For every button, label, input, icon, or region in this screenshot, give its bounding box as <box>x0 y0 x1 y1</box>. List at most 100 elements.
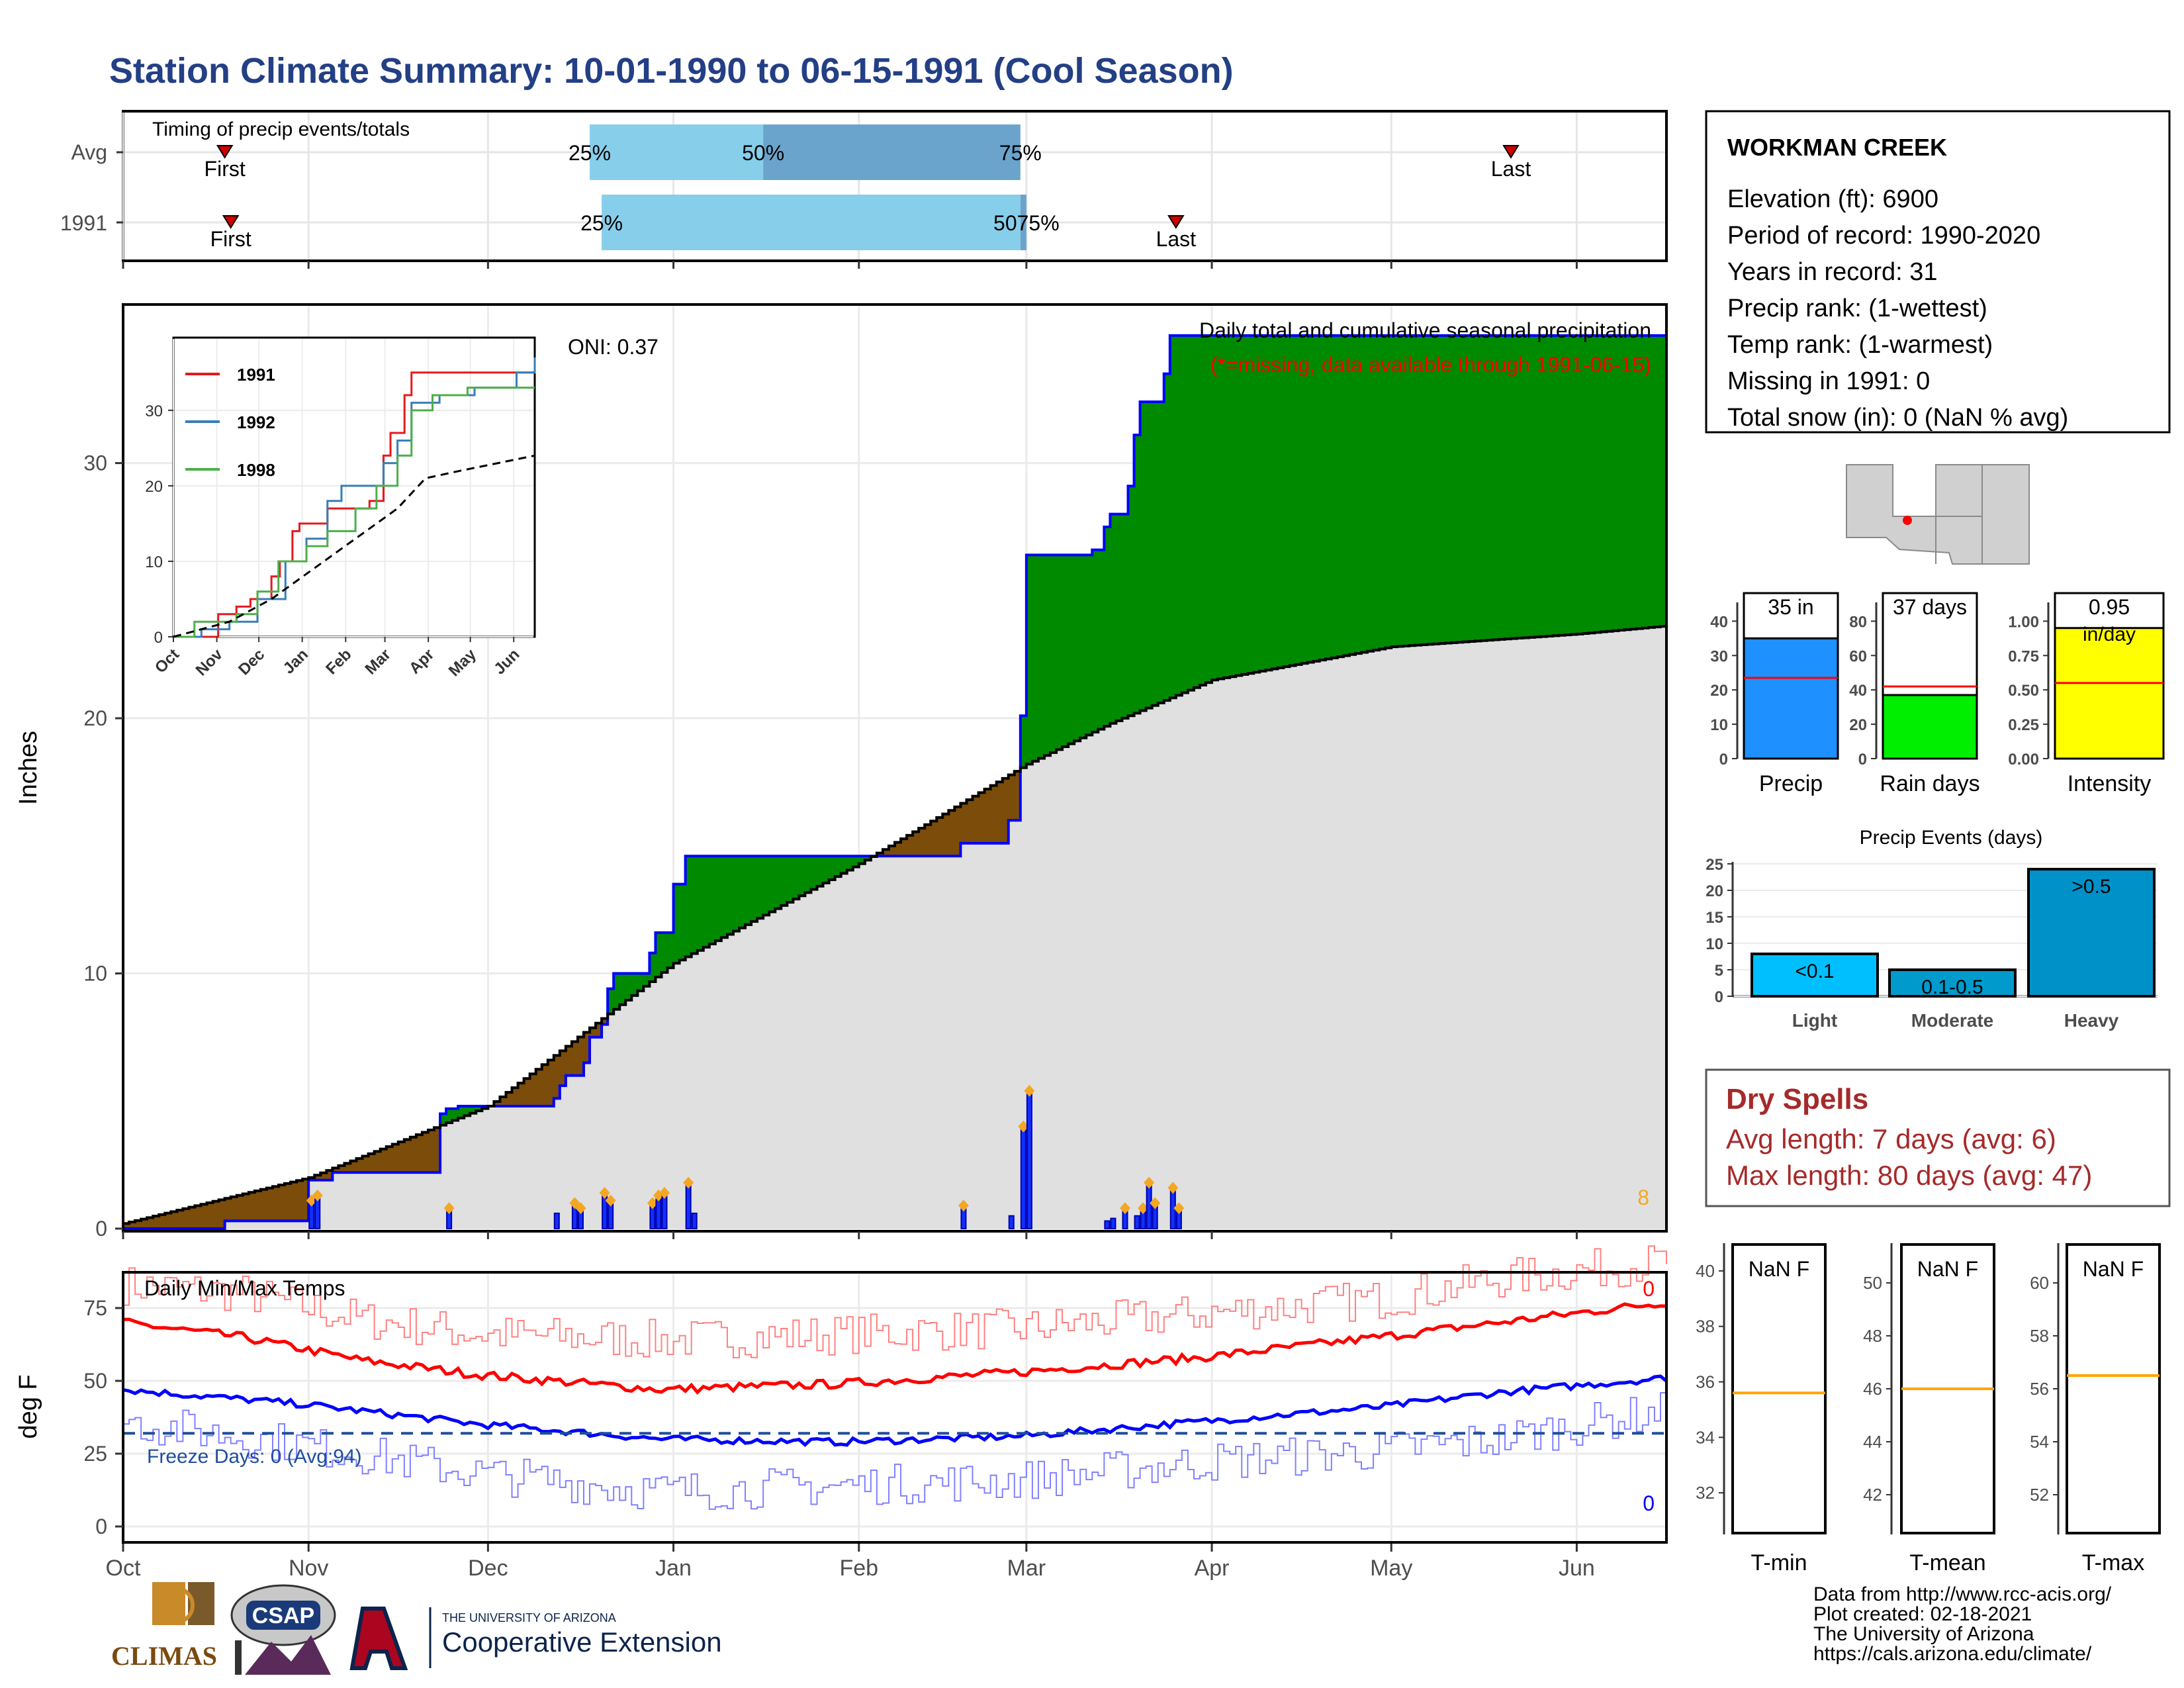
surplus-area <box>1367 335 1374 651</box>
surplus-area <box>1415 335 1422 645</box>
deficit-area <box>990 785 997 843</box>
events-bar-heavy <box>2027 868 2156 998</box>
deficit-area <box>356 1158 363 1173</box>
deficit-area <box>302 1179 309 1221</box>
precip-caption: Daily total and cumulative seasonal prec… <box>1199 318 1651 342</box>
cumulative-normal-line <box>123 625 1666 1225</box>
footer-line-1: Data from http://www.rcc-acis.org/ <box>1813 1583 2112 1605</box>
deficit-area <box>398 1141 405 1173</box>
surplus-area <box>1492 335 1500 640</box>
surplus-area <box>458 1105 465 1118</box>
summary-tick-label: 0.50 <box>2008 682 2039 700</box>
surplus-area <box>1224 335 1230 678</box>
deficit-area <box>494 1102 501 1106</box>
surplus-area <box>1480 335 1488 641</box>
surplus-area <box>1343 335 1350 656</box>
surplus-area <box>476 1105 482 1111</box>
deficit-area <box>541 1064 549 1106</box>
deficit-area <box>218 1199 226 1229</box>
surplus-area <box>1301 335 1308 664</box>
surplus-area <box>727 856 734 935</box>
surplus-area <box>1181 335 1189 693</box>
summary-tick-label: 20 <box>1849 716 1867 734</box>
ua-big-text: Cooperative Extension <box>442 1626 722 1658</box>
daily-precip-bar <box>1104 1220 1111 1230</box>
surplus-area <box>1486 335 1494 641</box>
summary-label: Precip <box>1759 771 1823 796</box>
deficit-area <box>936 817 943 857</box>
deficit-area <box>242 1194 250 1221</box>
deficit-area <box>338 1165 345 1173</box>
inset-series-1998 <box>173 387 535 638</box>
deficit-area <box>500 1097 507 1106</box>
deficit-area <box>888 845 895 857</box>
temp-x-label: Jan <box>655 1556 692 1581</box>
summary-label: Intensity <box>2068 771 2152 796</box>
surplus-area <box>655 932 662 977</box>
daily-marker-diamond <box>1018 1120 1029 1133</box>
surplus-area <box>1660 335 1667 627</box>
timing-bar-q3 <box>1020 195 1026 250</box>
surplus-area <box>1169 335 1177 698</box>
legend-1991: 1991 <box>237 365 275 385</box>
surplus-area <box>1265 335 1273 671</box>
events-tick-label: 0 <box>1715 988 1723 1006</box>
deficit-area <box>876 853 884 857</box>
temp-x-label: Dec <box>468 1556 508 1581</box>
deficit-area <box>350 1160 357 1173</box>
timing-bar-q2 <box>602 195 1021 250</box>
deficit-area <box>596 1023 602 1037</box>
surplus-area <box>1086 555 1093 735</box>
surplus-area <box>1236 335 1242 676</box>
precip-events-chart: Precip Events (days) 0 5 10 15 20 25 <0.1 Light… <box>1706 827 2158 1031</box>
temp-bar-value: NaN F <box>1917 1257 1978 1281</box>
summary-tick-label: 0 <box>1719 751 1728 769</box>
inset-average-line <box>173 454 535 638</box>
deficit-area <box>931 821 937 857</box>
deficit-area <box>296 1180 303 1221</box>
temp-label: Daily Min/Max Temps <box>144 1276 345 1300</box>
surplus-area <box>1056 555 1063 750</box>
daily-marker-diamond <box>958 1199 969 1212</box>
surplus-area <box>846 856 854 870</box>
surplus-area <box>1582 335 1590 634</box>
surplus-area <box>781 856 788 906</box>
deficit-area <box>428 1129 435 1173</box>
summary-tick-label: 40 <box>1849 682 1867 700</box>
surplus-area <box>1397 335 1404 647</box>
surplus-area <box>1523 335 1529 638</box>
temp-bar-t-mean: 42 44 46 48 50 NaN F T-mean <box>1863 1243 1995 1575</box>
deficit-area <box>135 1220 142 1229</box>
deficit-area <box>129 1222 136 1229</box>
deficit-area <box>583 1032 590 1063</box>
surplus-area <box>1259 335 1267 671</box>
surplus-area <box>1212 335 1218 680</box>
daily-max-temp-line <box>123 1245 1667 1359</box>
daily-marker-diamond <box>605 1194 616 1207</box>
surplus-area <box>1289 335 1297 666</box>
deficit-area <box>972 796 979 843</box>
surplus-area <box>1140 402 1147 711</box>
surplus-area <box>464 1105 471 1116</box>
surplus-area <box>1038 555 1045 759</box>
logos: CLIMAS CSAP THE UNIVERSITY OF ARIZONA Co… <box>111 1582 722 1675</box>
temp-bar-tick-label: 54 <box>2030 1432 2049 1452</box>
surplus-area <box>1451 335 1458 643</box>
surplus-area <box>1032 555 1039 762</box>
surplus-area <box>817 856 824 886</box>
surplus-area <box>1475 335 1482 641</box>
deficit-area <box>171 1211 177 1229</box>
timing-bar-q2 <box>590 124 764 180</box>
temp-bar-tick-label: 60 <box>2030 1273 2049 1293</box>
surplus-area <box>739 856 746 928</box>
temp-y-tick-label: 50 <box>83 1369 107 1393</box>
summary-bars: 0 10 20 30 40 35 in Precip 0 20 40 60 80 37 days Rain… <box>1710 592 2165 796</box>
summary-tick-label: 10 <box>1710 716 1728 734</box>
temp-y-tick-label: 75 <box>83 1296 107 1320</box>
surplus-area <box>1104 526 1111 727</box>
deficit-area <box>1002 778 1009 843</box>
surplus-area <box>1469 335 1476 642</box>
deficit-area <box>248 1192 255 1221</box>
summary-tick-label: 0 <box>1858 751 1867 769</box>
avg-max-temp-line <box>122 1302 1667 1395</box>
